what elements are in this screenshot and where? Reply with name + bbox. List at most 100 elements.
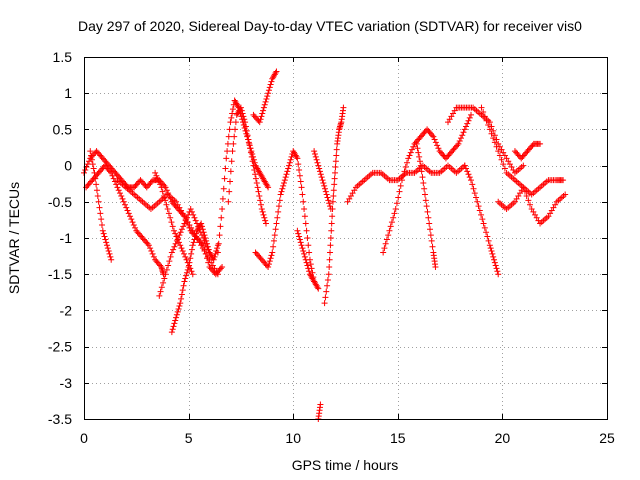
data-point <box>285 165 292 172</box>
data-point <box>299 245 306 252</box>
y-tick-label: 1.5 <box>53 49 73 65</box>
plot-frame <box>84 57 608 420</box>
data-point <box>491 256 498 263</box>
data-point <box>164 206 171 213</box>
data-point <box>537 140 544 147</box>
data-point <box>113 171 120 178</box>
data-point <box>192 217 199 224</box>
data-point <box>250 162 257 169</box>
series-track-21 <box>495 184 569 227</box>
data-point <box>115 187 122 194</box>
data-point <box>330 187 337 194</box>
data-point <box>188 208 195 215</box>
data-point <box>258 113 265 120</box>
data-point <box>473 194 480 201</box>
data-point <box>189 242 196 249</box>
data-point <box>296 233 303 240</box>
data-point <box>185 263 192 270</box>
data-point <box>214 271 221 278</box>
data-point <box>146 181 153 188</box>
data-point <box>96 204 103 211</box>
data-point <box>490 135 497 142</box>
data-point <box>333 146 340 153</box>
data-point <box>175 305 182 312</box>
data-point <box>251 113 258 120</box>
data-point <box>422 197 429 204</box>
data-point <box>246 140 253 147</box>
data-point <box>218 214 225 221</box>
data-point <box>182 253 189 260</box>
data-point <box>226 126 233 133</box>
data-point <box>272 69 279 76</box>
data-point <box>331 181 338 188</box>
data-point <box>216 232 223 239</box>
data-point <box>409 146 416 153</box>
data-point <box>214 249 221 256</box>
data-point <box>286 159 293 166</box>
series-track-12 <box>294 227 318 285</box>
data-point <box>393 200 400 207</box>
grid-layer <box>84 57 607 419</box>
y-axis-label: SDTVAR / TECUs <box>6 182 22 294</box>
data-point <box>319 177 326 184</box>
data-point <box>229 106 236 113</box>
data-point <box>314 284 321 291</box>
data-point <box>261 214 268 221</box>
data-point <box>106 250 113 257</box>
data-point <box>264 93 271 100</box>
data-point <box>220 185 227 192</box>
data-point <box>232 126 239 133</box>
data-point <box>188 246 195 253</box>
data-point <box>225 198 232 205</box>
data-point <box>130 221 137 228</box>
data-point <box>327 203 334 210</box>
data-point <box>407 149 414 156</box>
data-point <box>129 219 136 226</box>
data-point <box>447 149 454 156</box>
data-point <box>280 182 287 189</box>
data-point <box>86 158 93 165</box>
data-point <box>432 139 439 146</box>
series-track-23 <box>511 140 544 162</box>
data-point <box>519 153 526 160</box>
data-point <box>560 177 567 184</box>
data-point <box>287 156 294 163</box>
data-point <box>421 191 428 198</box>
data-point <box>104 245 111 252</box>
series-track-14 <box>321 104 347 307</box>
data-point <box>223 155 230 162</box>
data-point <box>416 135 423 142</box>
data-point <box>270 243 277 250</box>
data-point <box>240 113 247 120</box>
data-point <box>416 153 423 160</box>
data-point <box>306 268 313 275</box>
data-point <box>163 201 170 208</box>
data-point <box>94 171 101 178</box>
data-point <box>387 223 394 230</box>
data-point <box>217 223 224 230</box>
data-point <box>181 220 188 227</box>
data-point <box>137 177 144 184</box>
data-point <box>486 126 493 133</box>
data-point <box>91 151 98 158</box>
data-point <box>247 149 254 156</box>
data-point <box>224 140 231 147</box>
data-point <box>327 242 334 249</box>
data-point <box>329 198 336 205</box>
x-tick-label: 5 <box>185 430 193 446</box>
data-point <box>460 129 467 136</box>
data-point <box>138 233 145 240</box>
data-point <box>478 104 485 111</box>
data-point <box>252 175 259 182</box>
data-point <box>200 229 207 236</box>
data-point <box>435 145 442 152</box>
data-point <box>172 317 179 324</box>
data-point <box>488 248 495 255</box>
data-point <box>160 193 167 200</box>
data-point <box>139 235 146 241</box>
data-point <box>312 153 319 160</box>
data-point <box>254 184 261 191</box>
data-point <box>188 250 195 257</box>
data-point <box>326 256 333 263</box>
data-point <box>88 152 95 159</box>
